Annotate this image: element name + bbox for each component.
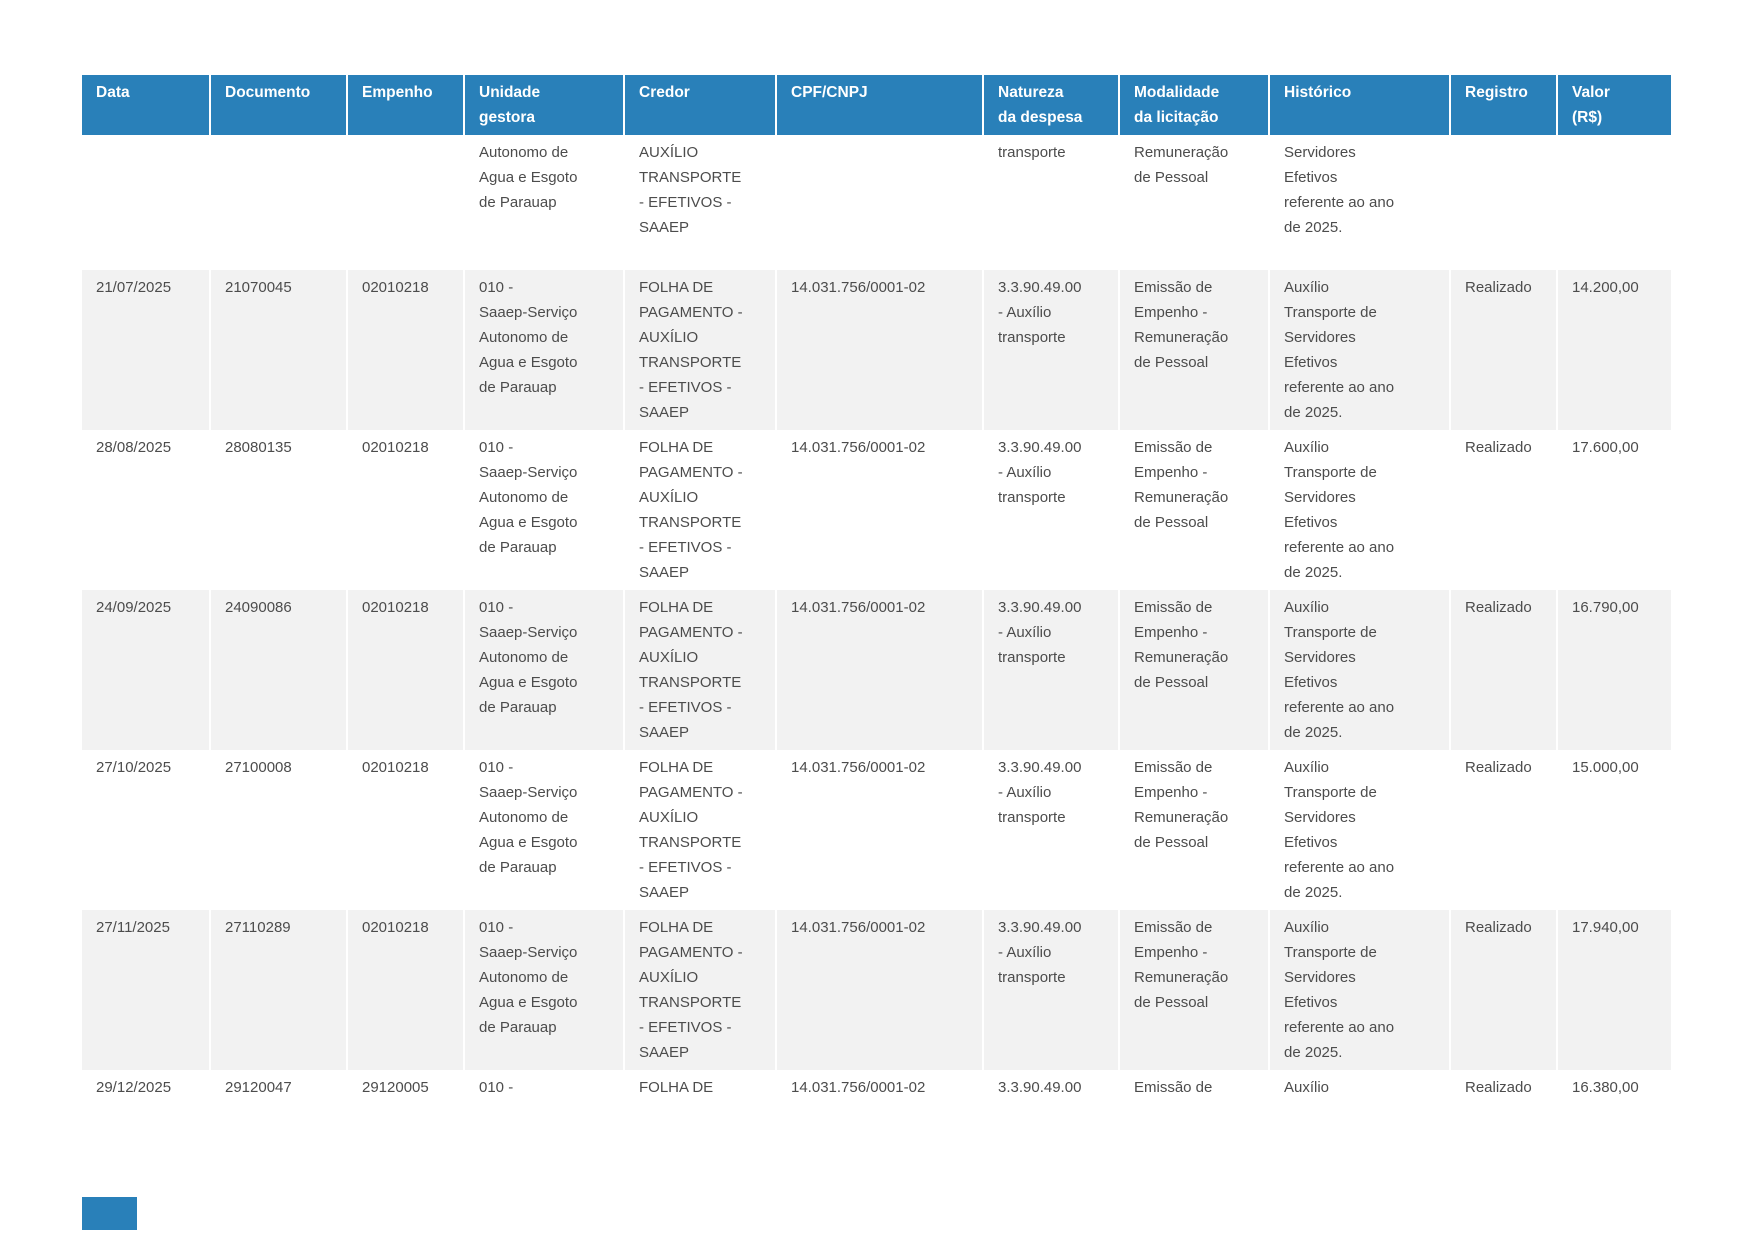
cell-documento: 21070045 — [209, 270, 347, 430]
cell-modalidade-licitacao: Emissão de — [1118, 1070, 1269, 1105]
cell-registro: Realizado — [1449, 590, 1557, 750]
cell-historico: Auxílio Transporte de Servidores Efetivo… — [1268, 910, 1450, 1070]
header-cell-registro: Registro — [1449, 75, 1557, 135]
cell-registro: Realizado — [1449, 270, 1557, 430]
cell-natureza-despesa: 3.3.90.49.00 - Auxílio transporte — [982, 750, 1119, 910]
header-cell-historico: Histórico — [1268, 75, 1450, 135]
cell-historico: Auxílio Transporte de Servidores Efetivo… — [1268, 270, 1450, 430]
cell-modalidade-licitacao: Emissão de Empenho - Remuneração de Pess… — [1118, 750, 1269, 910]
cell-historico: Auxílio Transporte de Servidores Efetivo… — [1268, 590, 1450, 750]
cell-data — [82, 135, 210, 270]
cell-documento: 27100008 — [209, 750, 347, 910]
header-cell-unidade-gestora: Unidade gestora — [463, 75, 624, 135]
table-row: 27/11/2025 27110289 02010218 010 - Saaep… — [82, 910, 1671, 1070]
cell-data: 27/10/2025 — [96, 759, 172, 776]
cell-credor: FOLHA DE PAGAMENTO - AUXÍLIO TRANSPORTE … — [623, 590, 776, 750]
cell-unidade-gestora: Autonomo de Agua e Esgoto de Parauap — [463, 135, 624, 270]
cell-credor: FOLHA DE PAGAMENTO - AUXÍLIO TRANSPORTE … — [623, 750, 776, 910]
expense-table: Data Documento Empenho Unidade gestora C… — [82, 75, 1671, 1105]
cell-valor: 14.200,00 — [1556, 270, 1671, 430]
cell-empenho — [346, 135, 464, 270]
cell-registro: Realizado — [1449, 430, 1557, 590]
cell-unidade-gestora: 010 - Saaep-Serviço Autonomo de Agua e E… — [463, 590, 624, 750]
cell-historico: Auxílio Transporte de Servidores Efetivo… — [1268, 750, 1450, 910]
header-cell-credor: Credor — [623, 75, 776, 135]
cell-documento: 27110289 — [209, 910, 347, 1070]
table-row: 27/10/2025 27100008 02010218 010 - Saaep… — [82, 750, 1671, 910]
cell-cpf-cnpj: 14.031.756/0001-02 — [775, 430, 983, 590]
cell-valor: 17.940,00 — [1556, 910, 1671, 1070]
cell-credor: AUXÍLIO TRANSPORTE - EFETIVOS - SAAEP — [623, 135, 776, 270]
cell-historico: Auxílio Transporte de Servidores Efetivo… — [1268, 430, 1450, 590]
cell-empenho: 02010218 — [346, 430, 464, 590]
header-cell-natureza-despesa: Natureza da despesa — [982, 75, 1119, 135]
cell-unidade-gestora: 010 - Saaep-Serviço Autonomo de Agua e E… — [463, 750, 624, 910]
cell-natureza-despesa: 3.3.90.49.00 - Auxílio transporte — [982, 430, 1119, 590]
cell-valor: 16.790,00 — [1556, 590, 1671, 750]
cell-modalidade-licitacao: Remuneração de Pessoal — [1118, 135, 1269, 270]
header-cell-cpf-cnpj: CPF/CNPJ — [775, 75, 983, 135]
header-cell-empenho: Empenho — [346, 75, 464, 135]
cell-valor — [1556, 135, 1671, 270]
cell-empenho: 29120005 — [346, 1070, 464, 1105]
table-row-continuation: Autonomo de Agua e Esgoto de Parauap AUX… — [82, 135, 1671, 270]
cell-empenho: 02010218 — [346, 910, 464, 1070]
cell-documento: 24090086 — [209, 590, 347, 750]
cell-credor: FOLHA DE PAGAMENTO - AUXÍLIO TRANSPORTE … — [623, 270, 776, 430]
next-page-header-fragment — [82, 1197, 137, 1230]
header-cell-data: Data — [82, 75, 210, 135]
cell-unidade-gestora: 010 - Saaep-Serviço Autonomo de Agua e E… — [463, 270, 624, 430]
cell-registro: Realizado — [1449, 750, 1557, 910]
table-row: 21/07/2025 21070045 02010218 010 - Saaep… — [82, 270, 1671, 430]
cell-registro — [1449, 135, 1557, 270]
cell-valor: 16.380,00 — [1556, 1070, 1671, 1105]
cell-data: 27/11/2025 — [82, 910, 210, 1070]
cell-data: 28/08/2025 — [96, 439, 172, 456]
cell-empenho: 02010218 — [346, 590, 464, 750]
cell-historico: Auxílio — [1268, 1070, 1450, 1105]
cell-empenho: 02010218 — [346, 270, 464, 430]
cell-natureza-despesa: transporte — [982, 135, 1119, 270]
cell-cpf-cnpj: 14.031.756/0001-02 — [775, 910, 983, 1070]
cell-natureza-despesa: 3.3.90.49.00 — [982, 1070, 1119, 1105]
cell-documento: 28080135 — [209, 430, 347, 590]
cell-modalidade-licitacao: Emissão de Empenho - Remuneração de Pess… — [1118, 270, 1269, 430]
cell-modalidade-licitacao: Emissão de Empenho - Remuneração de Pess… — [1118, 910, 1269, 1070]
table-row: 28/08/2025 28080135 02010218 010 - Saaep… — [82, 430, 1671, 590]
header-cell-modalidade-licitacao: Modalidade da licitação — [1118, 75, 1269, 135]
cell-unidade-gestora: 010 - Saaep-Serviço Autonomo de Agua e E… — [463, 430, 624, 590]
cell-natureza-despesa: 3.3.90.49.00 - Auxílio transporte — [982, 590, 1119, 750]
cell-credor: FOLHA DE PAGAMENTO - AUXÍLIO TRANSPORTE … — [623, 910, 776, 1070]
cell-unidade-gestora: 010 - — [463, 1070, 624, 1105]
cell-valor: 17.600,00 — [1556, 430, 1671, 590]
cell-empenho: 02010218 — [346, 750, 464, 910]
cell-credor: FOLHA DE — [623, 1070, 776, 1105]
table-row: 24/09/2025 24090086 02010218 010 - Saaep… — [82, 590, 1671, 750]
header-cell-valor: Valor (R$) — [1556, 75, 1671, 135]
cell-cpf-cnpj: 14.031.756/0001-02 — [775, 590, 983, 750]
cell-cpf-cnpj: 14.031.756/0001-02 — [775, 1070, 983, 1105]
cell-natureza-despesa: 3.3.90.49.00 - Auxílio transporte — [982, 270, 1119, 430]
cell-registro: Realizado — [1449, 1070, 1557, 1105]
cell-modalidade-licitacao: Emissão de Empenho - Remuneração de Pess… — [1118, 430, 1269, 590]
cell-documento — [209, 135, 347, 270]
cell-natureza-despesa: 3.3.90.49.00 - Auxílio transporte — [982, 910, 1119, 1070]
cell-data: 29/12/2025 — [96, 1079, 172, 1096]
cell-unidade-gestora: 010 - Saaep-Serviço Autonomo de Agua e E… — [463, 910, 624, 1070]
cell-registro: Realizado — [1449, 910, 1557, 1070]
cell-modalidade-licitacao: Emissão de Empenho - Remuneração de Pess… — [1118, 590, 1269, 750]
table-row-clipped: 29/12/2025 29120047 29120005 010 - FOLHA… — [82, 1070, 1671, 1105]
header-cell-documento: Documento — [209, 75, 347, 135]
cell-documento: 29120047 — [209, 1070, 347, 1105]
cell-cpf-cnpj — [775, 135, 983, 270]
cell-historico: Servidores Efetivos referente ao ano de … — [1268, 135, 1450, 270]
cell-credor: FOLHA DE PAGAMENTO - AUXÍLIO TRANSPORTE … — [623, 430, 776, 590]
table-header-row: Data Documento Empenho Unidade gestora C… — [82, 75, 1671, 135]
cell-data: 21/07/2025 — [82, 270, 210, 430]
cell-cpf-cnpj: 14.031.756/0001-02 — [775, 270, 983, 430]
cell-valor: 15.000,00 — [1556, 750, 1671, 910]
cell-cpf-cnpj: 14.031.756/0001-02 — [775, 750, 983, 910]
cell-data: 24/09/2025 — [82, 590, 210, 750]
